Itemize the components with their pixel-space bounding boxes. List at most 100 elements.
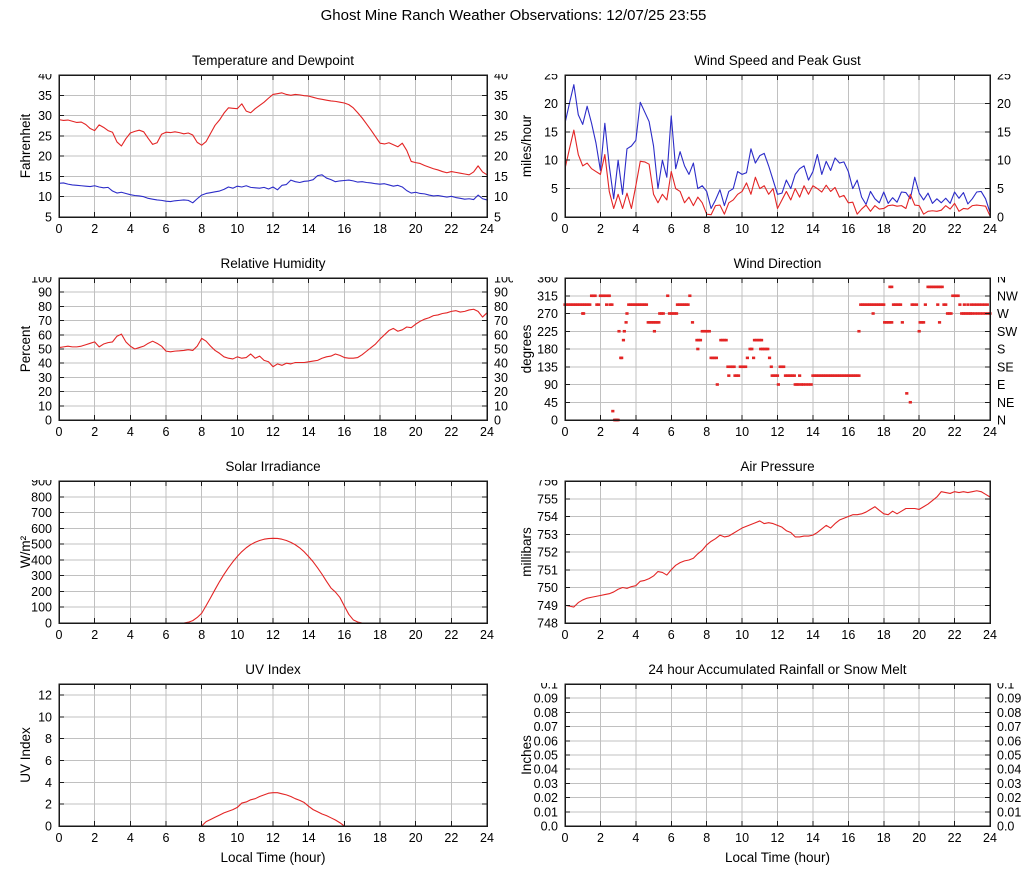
svg-text:70: 70	[494, 314, 508, 328]
svg-text:miles/hour: miles/hour	[519, 114, 534, 177]
svg-text:Percent: Percent	[18, 325, 33, 372]
svg-text:24: 24	[480, 831, 494, 842]
svg-text:0: 0	[56, 222, 63, 233]
svg-text:600: 600	[31, 522, 52, 536]
svg-text:315: 315	[537, 289, 558, 303]
svg-text:20: 20	[409, 628, 423, 639]
svg-text:16: 16	[841, 628, 855, 639]
svg-text:22: 22	[948, 628, 962, 639]
svg-text:6: 6	[668, 831, 675, 842]
svg-text:18: 18	[373, 425, 387, 436]
svg-text:24: 24	[983, 425, 997, 436]
svg-text:8: 8	[45, 732, 52, 746]
svg-text:0.0: 0.0	[541, 820, 558, 834]
svg-text:0.09: 0.09	[997, 692, 1021, 706]
chart-rainfall: 24 hour Accumulated Rainfall or Snow Mel…	[513, 639, 1027, 877]
svg-text:degrees: degrees	[519, 324, 534, 373]
svg-text:35: 35	[494, 89, 508, 103]
svg-text:0: 0	[551, 211, 558, 225]
page-title: Ghost Mine Ranch Weather Observations: 1…	[320, 6, 707, 24]
svg-text:12: 12	[771, 222, 785, 233]
svg-text:2: 2	[91, 831, 98, 842]
svg-text:225: 225	[537, 325, 558, 339]
svg-text:18: 18	[877, 628, 891, 639]
svg-text:30: 30	[494, 371, 508, 385]
svg-text:12: 12	[266, 628, 280, 639]
svg-text:25: 25	[494, 129, 508, 143]
svg-text:20: 20	[912, 831, 926, 842]
svg-text:12: 12	[266, 222, 280, 233]
svg-text:60: 60	[494, 328, 508, 342]
rainfall-plot: 0.0 0.00.01 0.010.02 0.020.03 0.030.04 0.040.…	[519, 683, 1021, 842]
svg-text:0.0: 0.0	[997, 820, 1014, 834]
svg-text:30: 30	[38, 371, 52, 385]
svg-text:10: 10	[230, 222, 244, 233]
svg-text:754: 754	[537, 510, 558, 524]
svg-text:900: 900	[31, 480, 52, 489]
svg-text:30: 30	[494, 109, 508, 123]
svg-text:12: 12	[771, 425, 785, 436]
chart-wind-speed-gust: Wind Speed and Peak Gust 0 0 5 5 10 10 15 15 20 2…	[513, 30, 1027, 233]
svg-text:20: 20	[409, 222, 423, 233]
svg-text:700: 700	[31, 506, 52, 520]
svg-text:12: 12	[266, 831, 280, 842]
svg-text:10: 10	[38, 710, 52, 724]
svg-text:750: 750	[537, 581, 558, 595]
svg-text:20: 20	[912, 425, 926, 436]
svg-text:S: S	[997, 343, 1005, 357]
svg-text:SE: SE	[997, 360, 1014, 374]
svg-text:5: 5	[551, 182, 558, 196]
svg-text:0.05: 0.05	[997, 749, 1021, 763]
svg-text:4: 4	[127, 222, 134, 233]
svg-text:2: 2	[91, 222, 98, 233]
svg-text:6: 6	[163, 628, 170, 639]
svg-text:4: 4	[127, 628, 134, 639]
chart-air-pressure: Air Pressure 748 749 750 751 752 753 754 755 756…	[513, 436, 1027, 639]
svg-text:24: 24	[983, 222, 997, 233]
svg-text:NW: NW	[997, 289, 1018, 303]
svg-text:SW: SW	[997, 325, 1017, 339]
chart-solar-irradiance: Solar Irradiance 0 100 200 300 400 500 600 700 8…	[0, 436, 513, 639]
svg-text:25: 25	[544, 74, 558, 83]
solar-irradiance-title: Solar Irradiance	[225, 459, 321, 474]
svg-text:80: 80	[38, 300, 52, 314]
svg-text:16: 16	[337, 222, 351, 233]
svg-text:22: 22	[444, 628, 458, 639]
svg-text:6: 6	[163, 831, 170, 842]
svg-text:20: 20	[997, 97, 1011, 111]
svg-text:16: 16	[337, 425, 351, 436]
svg-text:0: 0	[56, 831, 63, 842]
svg-text:18: 18	[373, 628, 387, 639]
svg-text:2: 2	[45, 798, 52, 812]
chart-relative-humidity: Relative Humidity 0 0 10 10 20 20 30 30 40 40 50 50…	[0, 233, 513, 436]
svg-text:90: 90	[544, 378, 558, 392]
svg-text:8: 8	[703, 831, 710, 842]
svg-text:2: 2	[597, 425, 604, 436]
svg-text:90: 90	[38, 286, 52, 300]
charts-grid: Temperature and Dewpoint 5 5 10 10 15 15 20 20 2…	[0, 30, 1027, 877]
svg-text:10: 10	[230, 628, 244, 639]
svg-text:24: 24	[480, 628, 494, 639]
svg-text:200: 200	[31, 585, 52, 599]
svg-text:50: 50	[494, 343, 508, 357]
temperature-dewpoint-title: Temperature and Dewpoint	[191, 53, 355, 68]
svg-text:4: 4	[632, 222, 639, 233]
svg-text:0.1: 0.1	[997, 683, 1014, 692]
svg-text:6: 6	[668, 425, 675, 436]
svg-text:753: 753	[537, 528, 558, 542]
svg-text:20: 20	[912, 222, 926, 233]
svg-text:35: 35	[38, 89, 52, 103]
svg-text:748: 748	[537, 617, 558, 631]
svg-text:14: 14	[302, 831, 316, 842]
svg-text:20: 20	[912, 628, 926, 639]
svg-text:20: 20	[494, 385, 508, 399]
svg-text:0.04: 0.04	[534, 763, 558, 777]
svg-text:UV Index: UV Index	[18, 727, 33, 783]
svg-text:25: 25	[997, 74, 1011, 83]
svg-text:22: 22	[948, 425, 962, 436]
svg-text:70: 70	[38, 314, 52, 328]
